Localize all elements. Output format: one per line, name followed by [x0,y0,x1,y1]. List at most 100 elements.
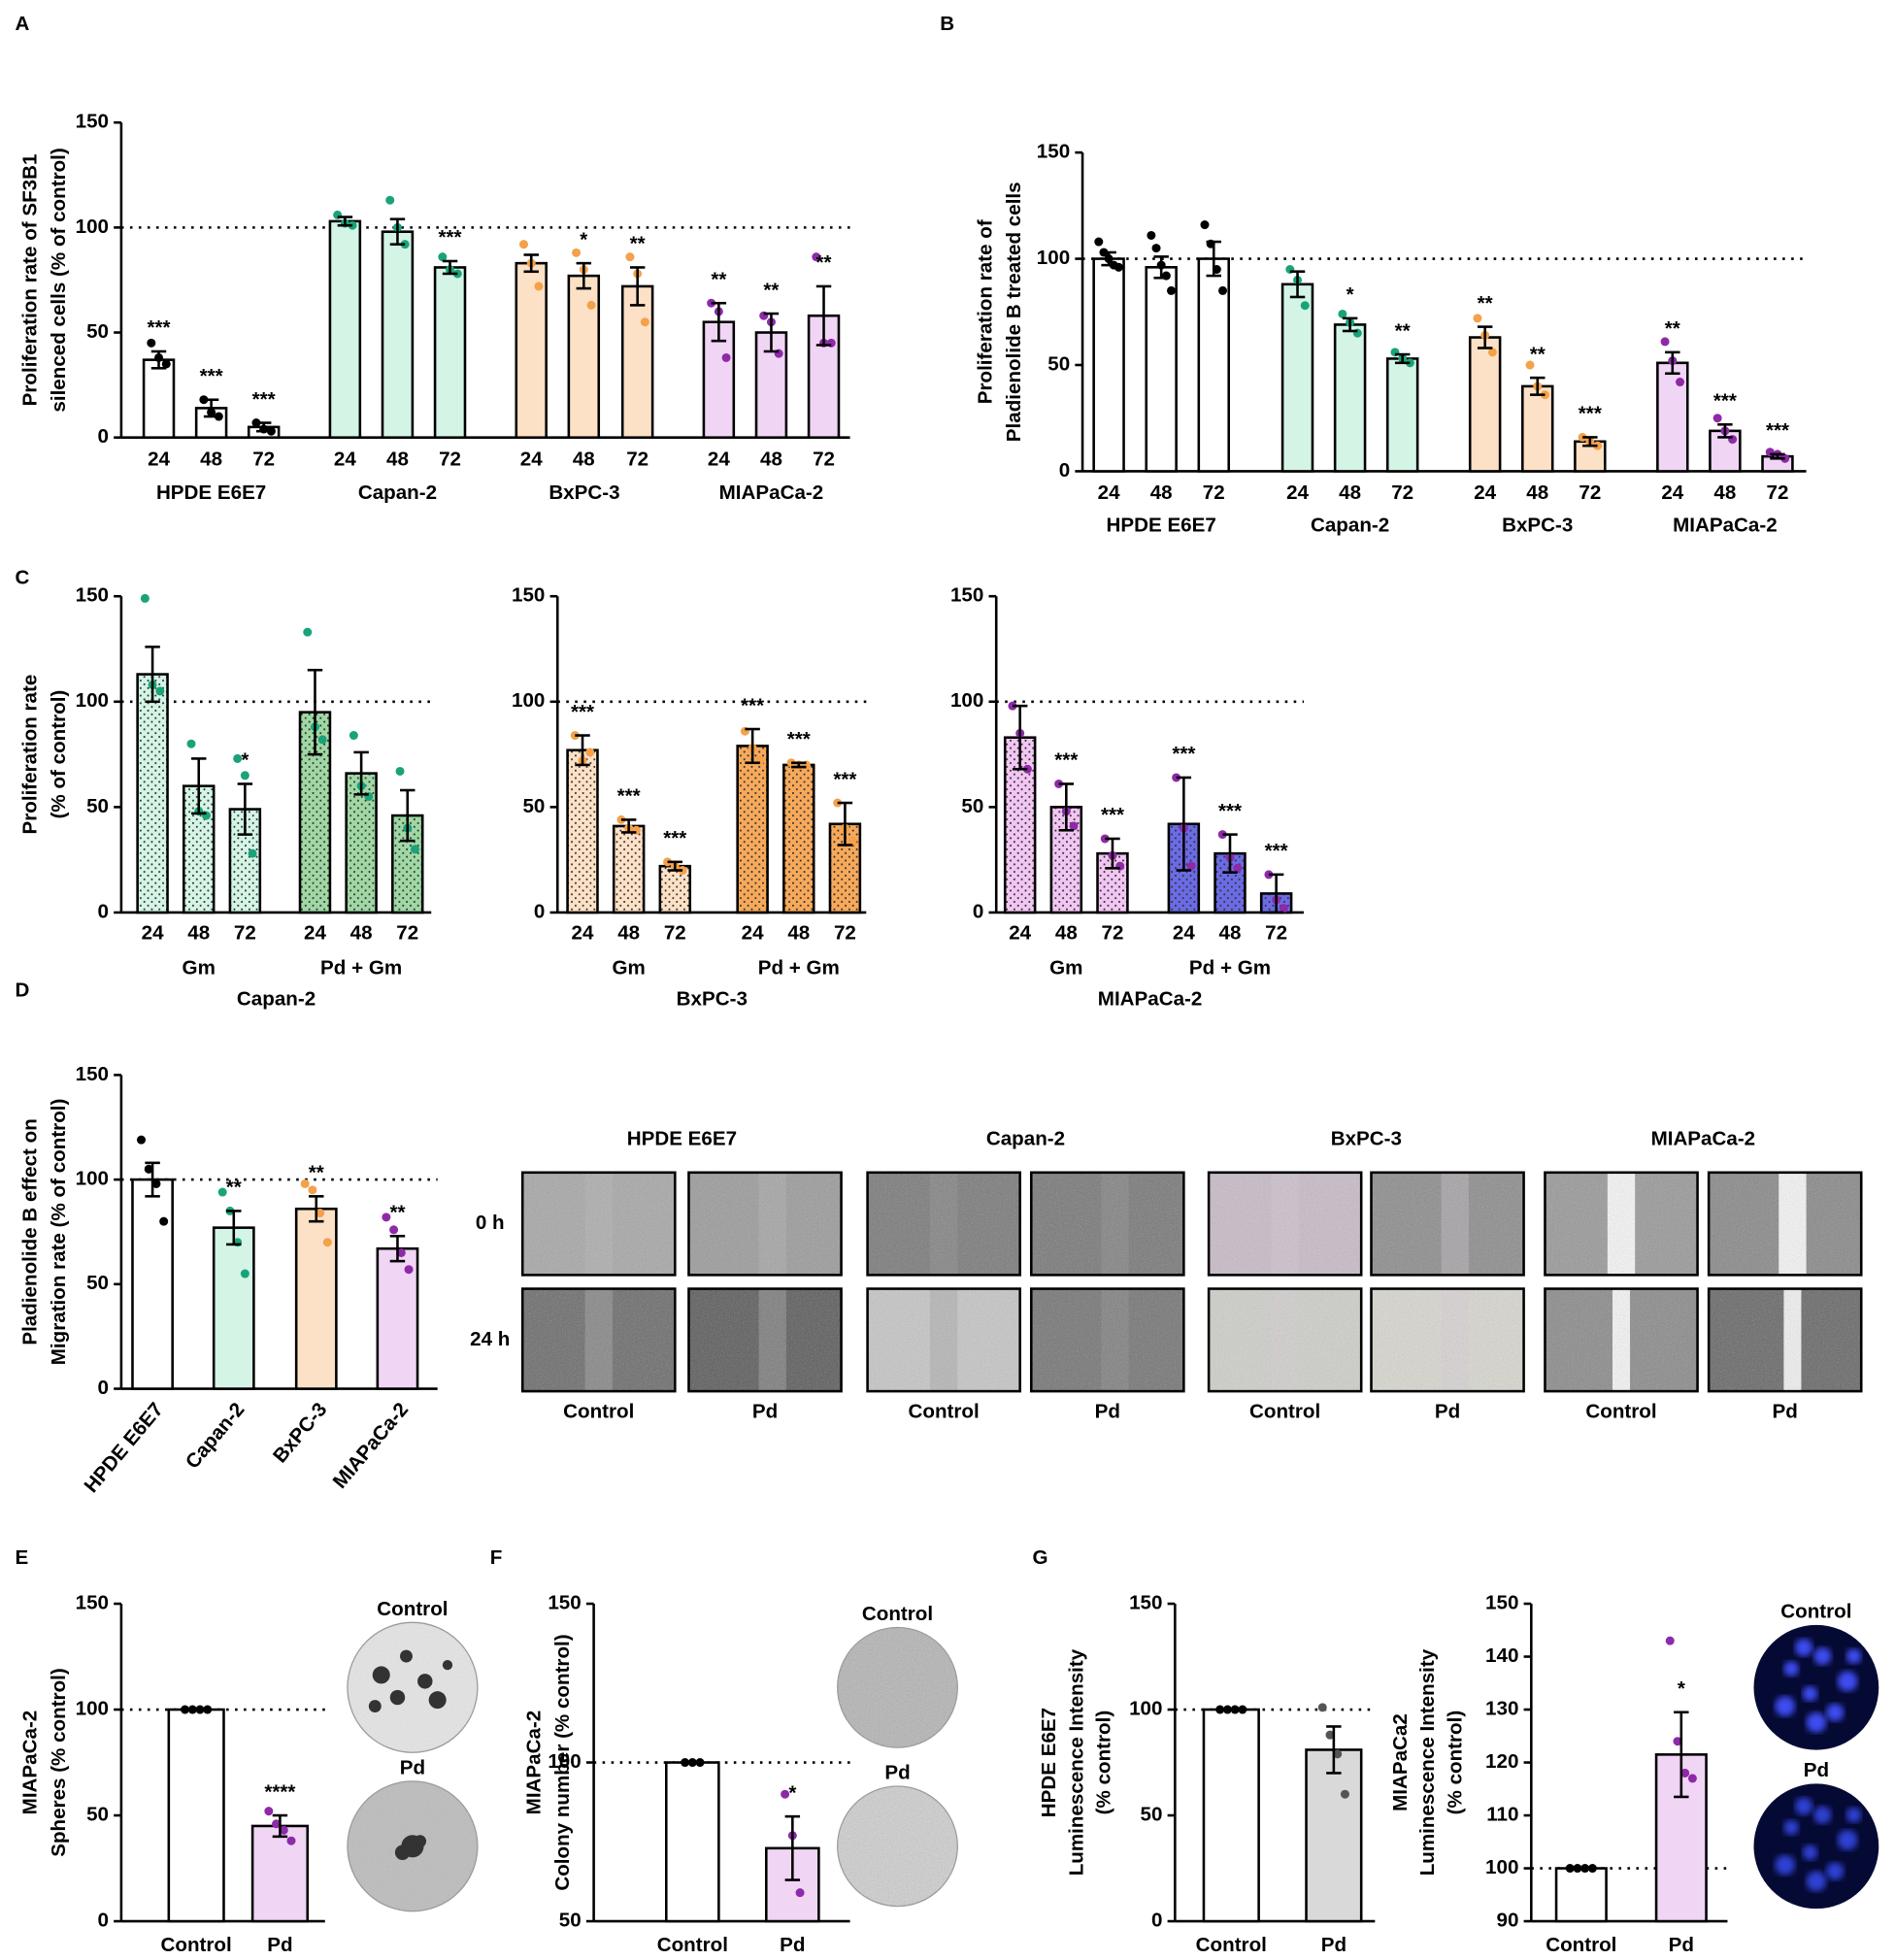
y-axis-label: Proliferation rate of [974,219,996,404]
data-point [1712,414,1722,423]
y-tick-label: 100 [1037,247,1070,269]
micrograph [1707,1171,1863,1277]
y-tick-label: 50 [961,795,983,817]
group-label: Gm [612,956,645,979]
y-tick-label: 150 [548,1591,581,1613]
significance: *** [1218,800,1242,822]
micrograph [1707,1287,1863,1393]
significance: ** [1395,319,1411,342]
x-tick-label: 72 [1391,482,1413,504]
x-tick-label: 48 [1339,482,1361,504]
significance: *** [663,827,686,849]
y-tick-label: 0 [98,1377,109,1399]
bar [736,745,769,914]
data-point [151,1179,161,1188]
y-axis-label: Migration rate (% of control) [48,1099,70,1366]
y-axis-label: (% control) [1093,1711,1115,1815]
micrograph [1029,1171,1185,1277]
significance: ** [389,1202,405,1224]
bar [250,1824,310,1923]
bar [612,824,646,914]
data-point [1218,285,1228,295]
data-point [248,848,257,858]
y-tick-label: 150 [76,584,109,607]
data-point [795,1888,805,1898]
micrograph [687,1171,843,1277]
data-point [217,1187,227,1197]
data-point [349,731,358,741]
significance: *** [1579,403,1602,425]
x-tick-label: 48 [1526,482,1548,504]
data-point [286,1836,296,1845]
x-tick-label: Control [1546,1934,1616,1956]
significance: * [1346,283,1354,306]
x-tick-label: 72 [396,921,418,944]
x-tick-label: 72 [834,921,856,944]
data-point [322,1238,332,1247]
group-label: Capan-2 [358,482,437,504]
group-label: BxPC-3 [549,482,619,504]
panel-label: A [15,13,29,35]
y-axis-label: Luminescence Intensity [1065,1648,1087,1876]
y-axis-label: Luminescence Intensity [1416,1648,1439,1876]
data-point [1325,1730,1335,1740]
x-tick-label: 48 [787,921,810,944]
dish-image [1753,1783,1879,1910]
data-point [1114,262,1123,272]
y-tick-label: 50 [1141,1803,1163,1825]
x-tick-label: 24 [742,921,764,944]
y-axis-label: Spheres (% control) [48,1668,70,1857]
panel-label: B [940,13,954,35]
bar [1092,257,1125,473]
y-tick-label: 0 [534,900,545,922]
significance: *** [200,365,223,387]
x-tick-label: 24 [708,448,730,470]
data-point [1340,1789,1349,1799]
condition-label: Pd [1095,1400,1120,1422]
y-tick-label: 100 [76,1168,109,1190]
data-point [140,593,150,603]
significance: *** [833,768,856,790]
y-tick-label: 50 [86,1272,109,1294]
dish-image [1753,1624,1879,1750]
data-point [233,753,243,763]
y-tick-label: 0 [98,900,109,922]
x-tick-label: HPDE E6E7 [80,1398,167,1497]
group-label: Pd + Gm [1189,956,1271,979]
x-tick-label: Pd [1321,1934,1346,1956]
group-label: Gm [1049,956,1082,979]
data-point [1676,378,1685,387]
data-point [385,195,395,205]
data-point [586,300,596,310]
condition-label: Control [909,1400,980,1422]
data-point [240,771,249,781]
x-tick-label: 24 [1173,921,1195,944]
data-point [1487,348,1497,357]
data-point [1147,230,1156,240]
data-point [147,338,156,348]
significance: *** [571,701,594,723]
dish-image [837,1785,958,1908]
y-tick-label: 130 [1485,1697,1518,1719]
data-point [396,1247,406,1258]
x-tick-label: 24 [572,921,594,944]
data-point [1525,360,1535,370]
condition-label: Pd [752,1400,778,1422]
dish-image [347,1780,479,1912]
group-label: MIAPaCa-2 [1673,515,1778,537]
data-point [389,1225,399,1235]
x-tick-label: 24 [334,448,356,470]
data-point [1687,1774,1697,1783]
data-point [1660,337,1670,347]
y-axis-label: Colony number (% control) [551,1634,574,1890]
y-tick-label: 50 [1047,352,1070,375]
x-tick-label: 24 [520,448,543,470]
x-tick-label: 48 [617,921,640,944]
x-axis-label: Capan-2 [237,988,316,1011]
x-tick-label: 72 [1265,921,1287,944]
data-point [308,1185,317,1195]
data-point [721,352,731,362]
cell-line-header: BxPC-3 [1331,1128,1402,1150]
x-tick-label: 48 [1055,921,1078,944]
y-axis-label: Pladienolide B treated cells [1003,182,1025,442]
